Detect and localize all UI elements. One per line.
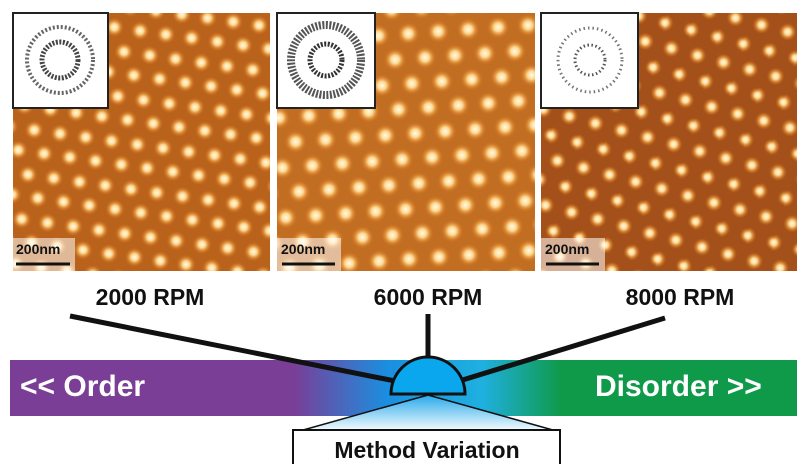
method-label: Method Variation: [334, 437, 519, 463]
scale-bar-label: 200nm: [16, 241, 60, 257]
scale-bar-label: 200nm: [545, 241, 589, 257]
figure: 200nm 200nm 200nm 2000 RPM 6000 RPM 8000…: [0, 0, 797, 464]
panel-label: 6000 RPM: [374, 284, 483, 310]
order-label: << Order: [20, 370, 145, 403]
panel-label: 8000 RPM: [626, 284, 735, 310]
disorder-label: Disorder >>: [595, 370, 762, 403]
panel: 200nm: [277, 13, 535, 271]
panel: 200nm: [541, 13, 797, 271]
panel: 200nm: [13, 13, 270, 271]
panel-label: 2000 RPM: [96, 284, 205, 310]
scale-bar-label: 200nm: [281, 241, 325, 257]
